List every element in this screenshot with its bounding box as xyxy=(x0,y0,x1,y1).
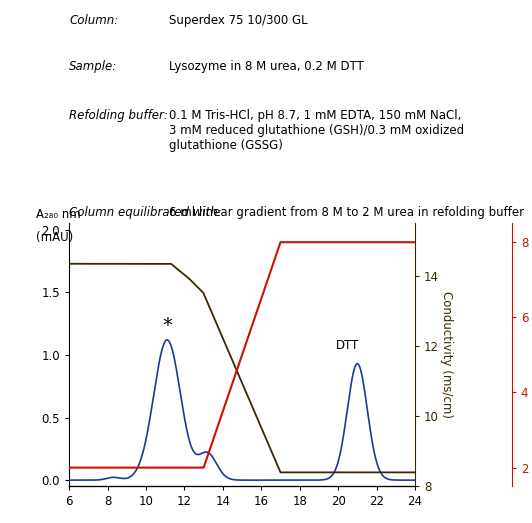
Y-axis label: Conductivity (ms/cm): Conductivity (ms/cm) xyxy=(440,291,453,418)
Text: Lysozyme in 8 M urea, 0.2 M DTT: Lysozyme in 8 M urea, 0.2 M DTT xyxy=(169,60,364,73)
Text: Refolding buffer:: Refolding buffer: xyxy=(69,109,168,122)
Text: Column equilibrated with:: Column equilibrated with: xyxy=(69,206,222,219)
Text: A₂₈₀ nm: A₂₈₀ nm xyxy=(36,208,81,221)
Text: 0.1 M Tris-HCl, pH 8.7, 1 mM EDTA, 150 mM NaCl,
3 mM reduced glutathione (GSH)/0: 0.1 M Tris-HCl, pH 8.7, 1 mM EDTA, 150 m… xyxy=(169,109,464,152)
Text: *: * xyxy=(162,316,172,335)
Text: (mAU): (mAU) xyxy=(36,232,73,244)
Text: DTT: DTT xyxy=(336,339,360,353)
Text: Column:: Column: xyxy=(69,14,119,27)
Text: 6 ml linear gradient from 8 M to 2 M urea in refolding buffer: 6 ml linear gradient from 8 M to 2 M ure… xyxy=(169,206,525,219)
Text: Superdex 75 10/300 GL: Superdex 75 10/300 GL xyxy=(169,14,308,27)
Text: Sample:: Sample: xyxy=(69,60,118,73)
